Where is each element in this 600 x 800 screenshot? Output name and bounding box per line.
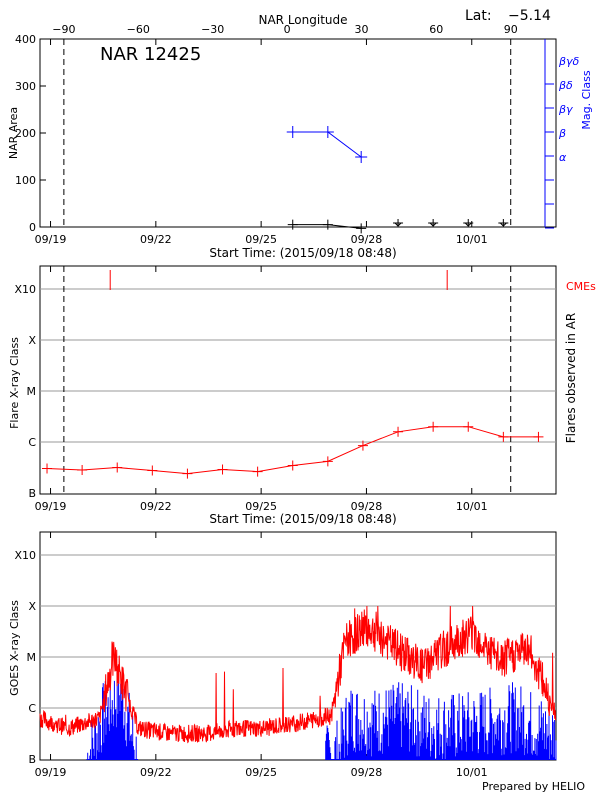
flare-class-date-tick-label: 09/19 xyxy=(35,500,67,513)
flare-class-point xyxy=(498,431,509,442)
nar-area-point xyxy=(356,223,367,234)
flare-class-plot-frame xyxy=(39,265,557,495)
flare-class-y-tick-label: M xyxy=(27,385,37,398)
goes-class-date-tick-label: 09/28 xyxy=(351,766,383,779)
goes-class-date-tick-label: 09/25 xyxy=(245,766,277,779)
nar-area-plot-frame xyxy=(39,38,557,228)
longitude-tick-label: 30 xyxy=(355,23,369,36)
longitude-tick-label: 0 xyxy=(284,23,291,36)
future-position-marker xyxy=(393,219,404,227)
flare-class-date-tick-label: 09/22 xyxy=(140,500,172,513)
nar-area-date-tick-label: 09/25 xyxy=(245,233,277,246)
flare-class-point xyxy=(533,431,544,442)
flare-class-point xyxy=(182,468,193,479)
flare-class-point xyxy=(217,464,228,475)
mag-class-point xyxy=(321,126,334,138)
nar-area-point xyxy=(287,219,298,230)
longitude-tick-label: −30 xyxy=(201,23,224,36)
flare-class-point xyxy=(252,466,263,477)
future-position-marker xyxy=(463,219,474,227)
flare-class-xlabel: Start Time: (2015/09/18 08:48) xyxy=(209,512,396,526)
flare-class-point xyxy=(287,460,298,471)
flare-class-y-tick-label: X10 xyxy=(14,283,36,296)
goes-class-y-tick-label: X xyxy=(28,600,36,613)
longitude-tick-label: −90 xyxy=(52,23,75,36)
flare-class-panel: Start Time: (2015/09/18 08:48) Flare X-r… xyxy=(8,265,596,526)
flare-class-date-tick-label: 09/28 xyxy=(351,500,383,513)
goes-class-y-tick-label: X10 xyxy=(14,549,36,562)
nar-area-date-tick-label: 09/28 xyxy=(351,233,383,246)
nar-area-panel: NAR Longitude NAR 12425 Lat: −5.14 Start… xyxy=(7,8,593,260)
mag-class-series-line xyxy=(292,131,362,158)
goes-class-y-tick-label: B xyxy=(28,753,36,766)
lat-label: Lat: xyxy=(465,8,492,24)
nar-area-date-tick-label: 10/01 xyxy=(456,233,488,246)
nar-area-y-tick-label: 300 xyxy=(15,80,36,93)
flare-class-point xyxy=(77,465,88,476)
flare-class-point xyxy=(42,463,53,474)
mag-class-tick-label: βγ xyxy=(558,103,573,116)
mag-class-point xyxy=(355,151,368,163)
flare-class-ylabel: Flare X-ray Class xyxy=(8,337,21,429)
flare-class-date-tick-label: 10/01 xyxy=(456,500,488,513)
goes-class-date-tick-label: 09/19 xyxy=(35,766,67,779)
flare-class-y-tick-label: X xyxy=(28,334,36,347)
flare-class-marks: B C M X X10 09/19 09/22 09/25 09/28 10/01 xyxy=(14,266,556,513)
mag-class-tick-label: β xyxy=(558,127,566,140)
nar-area-marks: 09/19 09/22 09/25 09/28 10/01 −90 −60 −30 0 30 60 9… xyxy=(15,23,580,246)
longitude-tick-label: 60 xyxy=(429,23,443,36)
nar-area-ylabel: NAR Area xyxy=(7,107,20,159)
nar-area-y-tick-label: 400 xyxy=(15,33,36,46)
goes-class-plot-frame xyxy=(39,531,557,761)
nar-area-date-tick-label: 09/19 xyxy=(35,233,67,246)
mag-class-tick-label: α xyxy=(559,151,567,164)
goes-class-ylabel: GOES X-ray Class xyxy=(8,600,21,696)
flare-class-y-tick-label: B xyxy=(28,487,36,500)
goes-class-panel: GOES X-ray Class Prepared by HELIO B C M X X… xyxy=(8,531,585,793)
mag-class-tick-label: βδ xyxy=(558,79,573,92)
future-position-marker xyxy=(498,219,509,227)
longitude-tick-label: 90 xyxy=(504,23,518,36)
longitude-tick-label: −60 xyxy=(127,23,150,36)
goes-class-marks: B C M X X10 09/19 09/22 09/25 09/28 10/01 xyxy=(14,532,557,779)
flare-class-point xyxy=(428,421,439,432)
flare-class-point xyxy=(463,421,474,432)
region-label: NAR 12425 xyxy=(100,44,201,65)
mag-class-point xyxy=(286,126,299,138)
nar-area-xlabel: Start Time: (2015/09/18 08:48) xyxy=(209,246,396,260)
goes-class-y-tick-label: M xyxy=(27,651,37,664)
goes-short-flux-series xyxy=(86,665,557,760)
flare-class-point xyxy=(322,456,333,467)
flares-observed-ylabel: Flares observed in AR xyxy=(564,313,578,443)
goes-long-flux-series xyxy=(39,605,557,744)
mag-class-ylabel: Mag. Class xyxy=(580,70,593,129)
helio-credit: Prepared by HELIO xyxy=(482,780,585,793)
cme-label: CMEs xyxy=(566,280,596,293)
lat-value: −5.14 xyxy=(508,8,551,24)
nar-area-point xyxy=(322,219,333,230)
mag-class-tick-label: βγδ xyxy=(558,55,580,68)
nar-longitude-title: NAR Longitude xyxy=(258,13,347,27)
flare-class-point xyxy=(357,440,368,451)
flare-class-point xyxy=(112,462,123,473)
future-position-marker xyxy=(428,219,439,227)
nar-area-y-tick-label: 0 xyxy=(29,221,36,234)
nar-area-date-tick-label: 09/22 xyxy=(140,233,172,246)
flare-class-point xyxy=(147,465,158,476)
nar-area-y-tick-label: 100 xyxy=(15,174,36,187)
goes-class-date-tick-label: 10/01 xyxy=(456,766,488,779)
goes-class-date-tick-label: 09/22 xyxy=(140,766,172,779)
flare-class-y-tick-label: C xyxy=(28,436,36,449)
flare-class-date-tick-label: 09/25 xyxy=(245,500,277,513)
flare-class-point xyxy=(393,426,404,437)
goes-class-y-tick-label: C xyxy=(28,702,36,715)
nar-area-y-tick-label: 200 xyxy=(15,127,36,140)
